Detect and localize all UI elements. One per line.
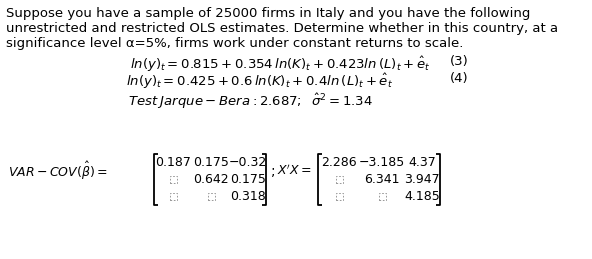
Text: unrestricted and restricted OLS estimates. Determine whether in this country, at: unrestricted and restricted OLS estimate…: [6, 22, 558, 35]
Text: (4): (4): [450, 72, 469, 85]
Text: 0.318: 0.318: [230, 190, 266, 203]
Text: $X'X =$: $X'X =$: [277, 164, 312, 178]
Text: 4.185: 4.185: [404, 190, 440, 203]
Text: significance level α=5%, firms work under constant returns to scale.: significance level α=5%, firms work unde…: [6, 37, 464, 50]
Text: 4.37: 4.37: [408, 156, 436, 169]
Bar: [336, 176, 343, 183]
Bar: [336, 193, 343, 200]
Text: $\mathit{Test\;Jarque - Bera : 2.687;\;\;\hat{\sigma}^2 = 1.34}$: $\mathit{Test\;Jarque - Bera : 2.687;\;\…: [127, 92, 372, 111]
Text: 0.642: 0.642: [193, 173, 229, 186]
Text: 0.175: 0.175: [230, 173, 266, 186]
Text: ;: ;: [271, 164, 276, 178]
Text: 0.175: 0.175: [193, 156, 229, 169]
Text: 3.947: 3.947: [404, 173, 440, 186]
Text: −3.185: −3.185: [359, 156, 405, 169]
Text: $\mathit{ln(y)_t = 0.425 + 0.6\,ln(K)_t + 0.4ln\,(L)_t + \hat{e}_t}$: $\mathit{ln(y)_t = 0.425 + 0.6\,ln(K)_t …: [127, 72, 394, 91]
Bar: [208, 193, 214, 200]
Text: $VAR - COV(\hat{\beta}) =$: $VAR - COV(\hat{\beta}) =$: [8, 160, 108, 182]
Bar: [378, 193, 385, 200]
Text: 6.341: 6.341: [364, 173, 400, 186]
Text: 0.187: 0.187: [155, 156, 191, 169]
Bar: [169, 176, 176, 183]
Text: 2.286: 2.286: [321, 156, 357, 169]
Text: (3): (3): [450, 55, 469, 68]
Text: $\mathit{ln(y)_t = 0.815 + 0.354\,ln(K)_t + 0.423ln\,(L)_t + \hat{e}_t}$: $\mathit{ln(y)_t = 0.815 + 0.354\,ln(K)_…: [130, 55, 430, 74]
Bar: [169, 193, 176, 200]
Text: −0.32: −0.32: [229, 156, 267, 169]
Text: Suppose you have a sample of 25000 firms in Italy and you have the following: Suppose you have a sample of 25000 firms…: [6, 7, 530, 20]
